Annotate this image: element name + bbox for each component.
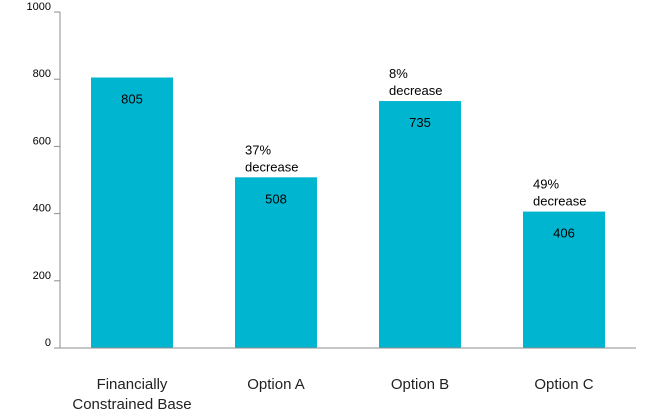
x-category-label: Option C	[534, 376, 593, 393]
x-category-label: Financially	[97, 376, 168, 393]
bar-annotation: decrease	[533, 194, 586, 209]
bar	[235, 177, 317, 348]
y-tick-label: 1000	[27, 1, 51, 13]
bar-annotation: 8%	[389, 66, 408, 81]
bar	[91, 77, 173, 349]
bar-value-label: 805	[121, 92, 143, 107]
bars-group: 805 508 37% decrease 735 8% decrease 406 49% decr…	[91, 66, 605, 349]
x-category-label: Option B	[391, 376, 449, 393]
x-category-label: Constrained Base	[72, 396, 191, 413]
bar-annotation: decrease	[245, 159, 298, 174]
y-tick-label: 400	[33, 203, 51, 215]
bar	[523, 211, 605, 348]
bar	[379, 101, 461, 348]
bar-value-label: 508	[265, 191, 287, 206]
y-tick-label: 0	[45, 337, 51, 349]
bar-value-label: 735	[409, 115, 431, 130]
x-category-label: Option A	[247, 376, 305, 393]
y-tick-label: 200	[33, 270, 51, 282]
y-tick-label: 800	[33, 68, 51, 80]
bar-value-label: 406	[553, 226, 575, 241]
bar-annotation: 49%	[533, 177, 559, 192]
y-tick-label: 600	[33, 135, 51, 147]
y-axis: 0 200 400 600 800 1000	[27, 1, 61, 349]
x-axis: Financially Constrained Base Option A Optio…	[60, 347, 636, 413]
bar-annotation: decrease	[389, 83, 442, 98]
bar-annotation: 37%	[245, 142, 271, 157]
